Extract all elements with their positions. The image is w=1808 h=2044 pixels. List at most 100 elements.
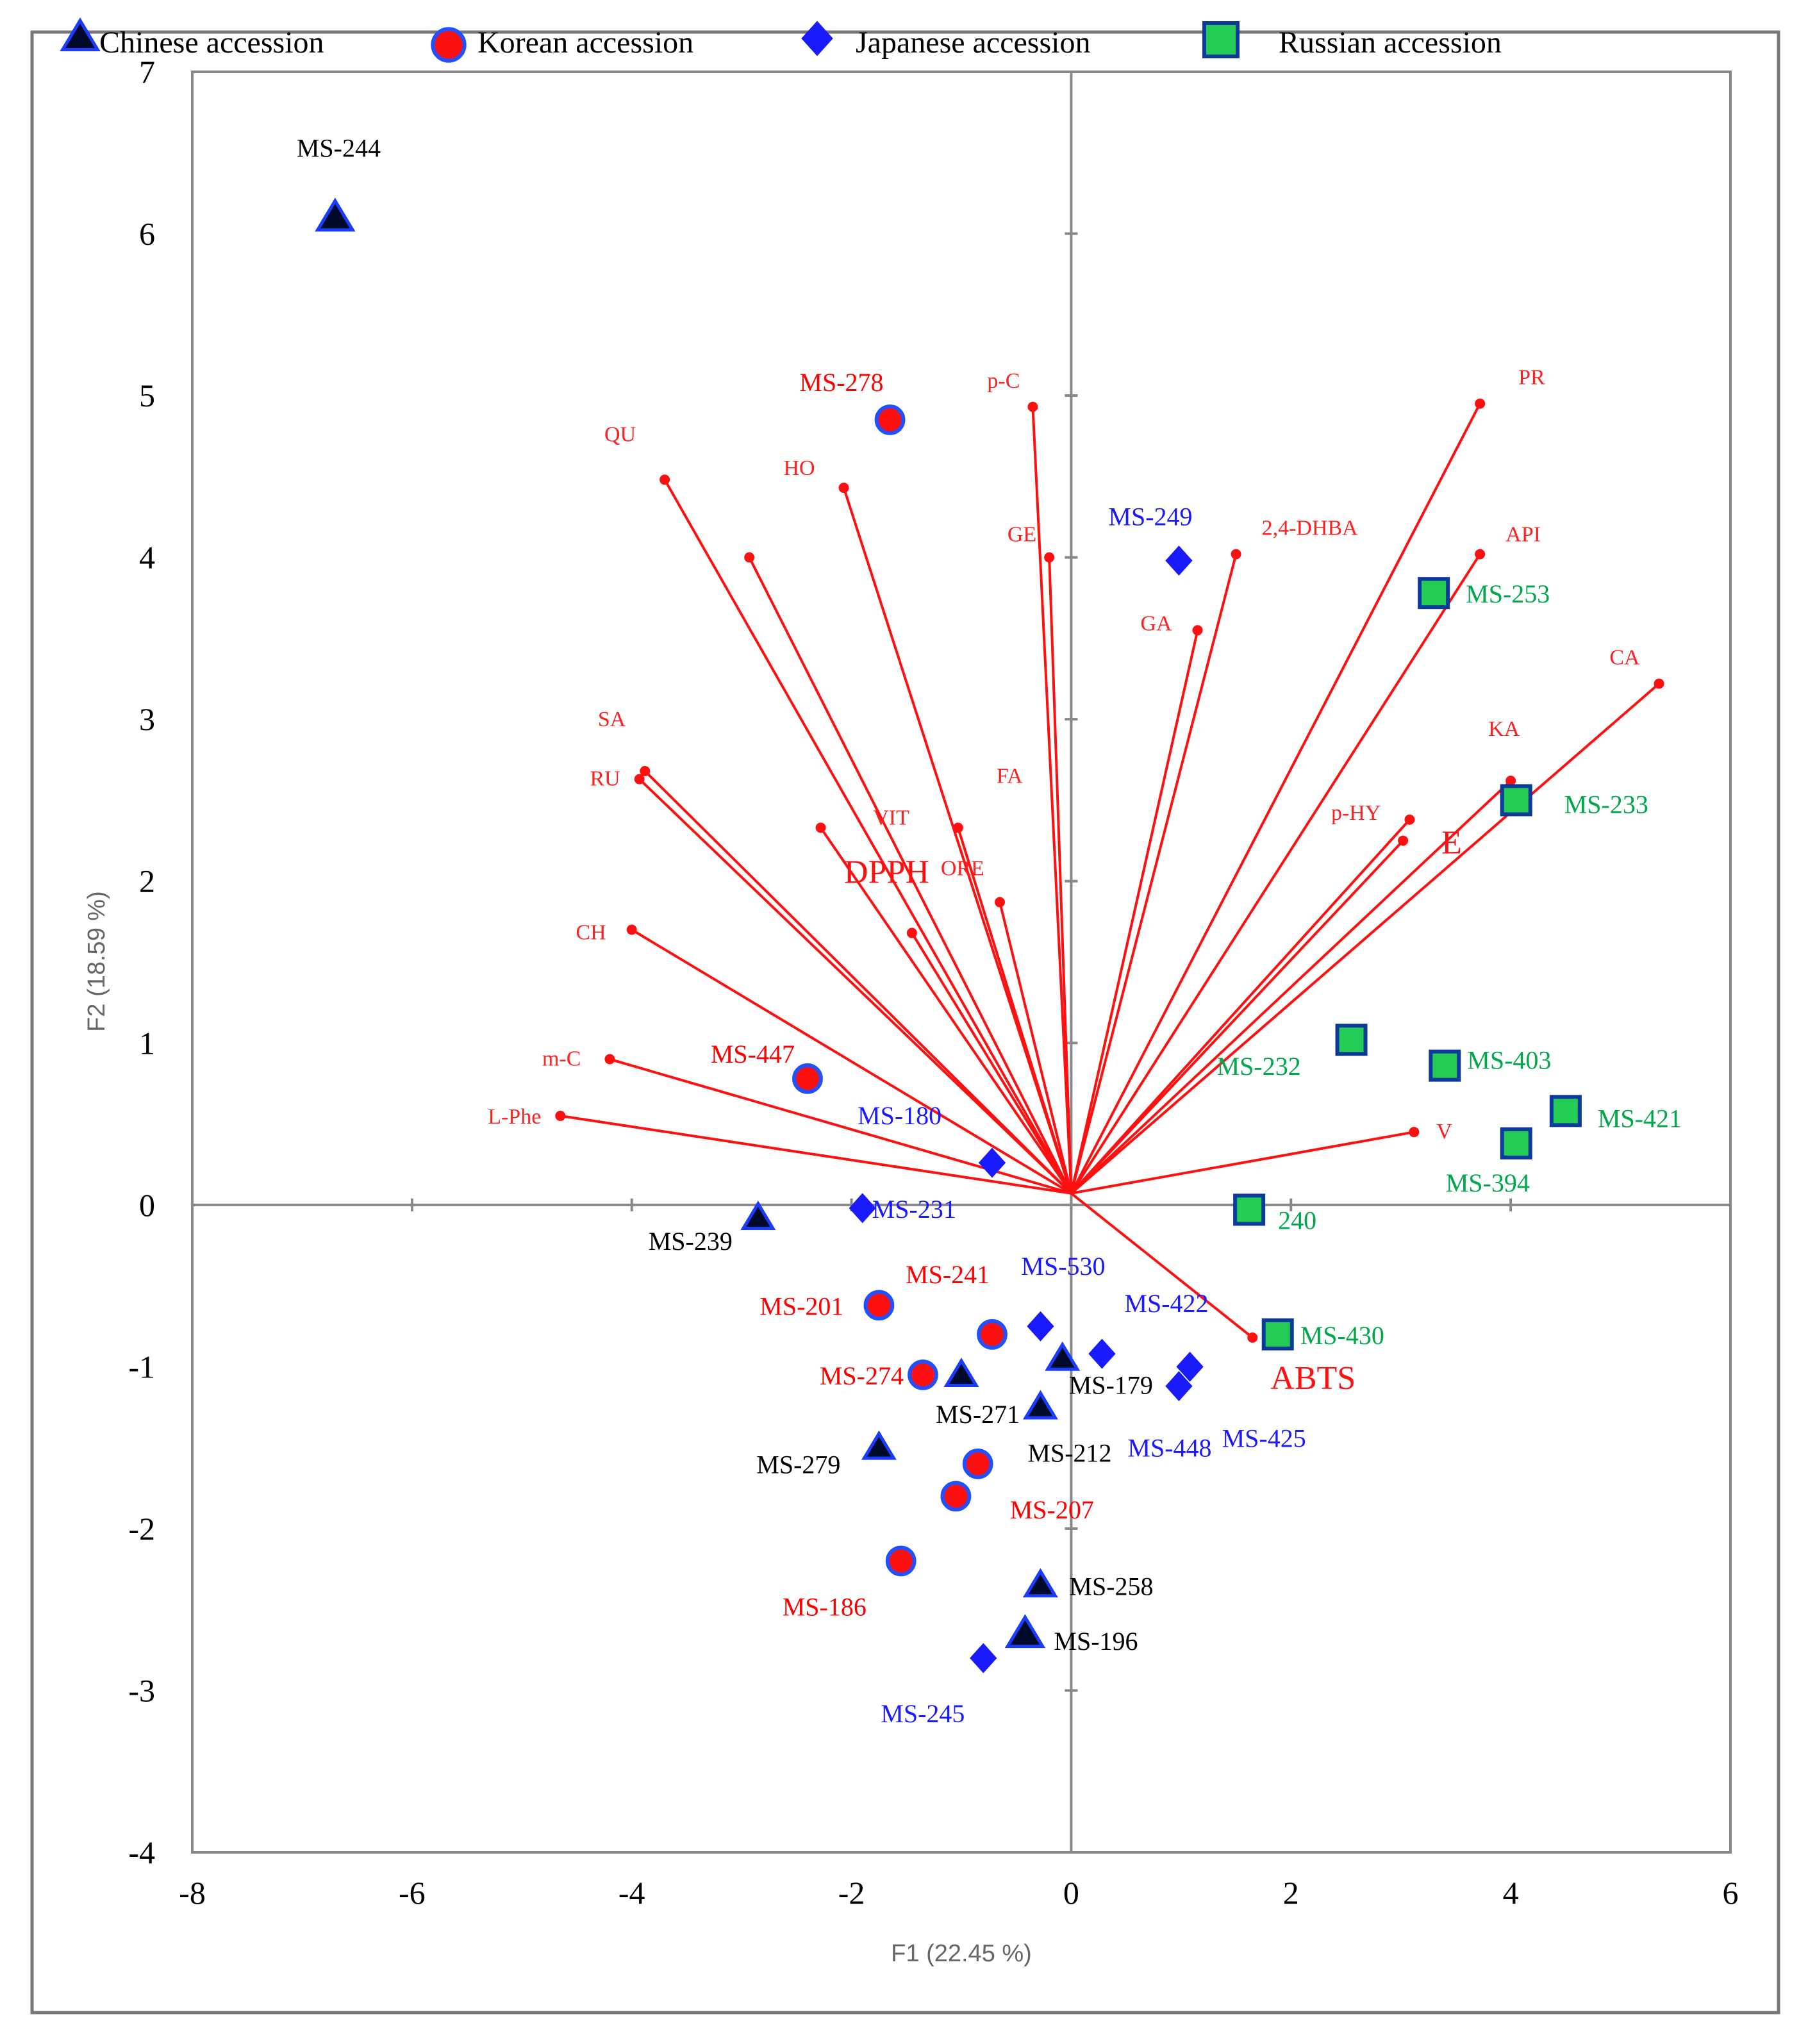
loading-endpoint (1409, 1127, 1420, 1138)
data-point-label: MS-239 (649, 1227, 733, 1256)
data-point-marker (1335, 1024, 1368, 1056)
loading-vector (1070, 818, 1411, 1195)
loading-label: 2,4-DHBA (1262, 517, 1359, 540)
legend-label: Japanese accession (856, 26, 1091, 60)
loading-vector (748, 556, 1073, 1194)
legend-label: Korean accession (477, 26, 693, 60)
data-point-marker (885, 1545, 916, 1577)
y-tick-label: 2 (139, 863, 155, 899)
loading-endpoint (626, 924, 637, 935)
data-point-label: MS-258 (1069, 1572, 1153, 1600)
data-point-label: MS-422 (1124, 1289, 1208, 1318)
loading-vectors: PR API CA KA p-HY E V ABTS 2,4-DHBA GA p-C GE HO QU SA… (488, 366, 1664, 1397)
loading-vector (638, 778, 1072, 1195)
data-point-label: MS-244 (297, 133, 381, 162)
loading-label: CH (576, 920, 606, 944)
loading-label: HO (783, 456, 815, 480)
loading-label: m-C (542, 1047, 581, 1071)
legend-entry: Japanese accession (801, 21, 1091, 60)
loading-label: p-C (987, 369, 1020, 393)
loading-vector (560, 1114, 1072, 1195)
data-point-label: MS-249 (1108, 503, 1192, 531)
data-point-marker (740, 1201, 776, 1231)
loading-vector (1070, 1192, 1254, 1339)
legend-entry: Korean accession (431, 26, 693, 63)
data-point-label: MS-274 (820, 1361, 904, 1390)
series-diamond: MS-249 MS-180 MS-231 MS-530 MS-422 MS-425 MS-4… (849, 503, 1306, 1728)
data-point-label: MS-403 (1467, 1046, 1551, 1075)
data-point-marker (1549, 1095, 1582, 1127)
y-tick-label: -4 (128, 1834, 155, 1870)
legend-label: Chinese accession (99, 26, 324, 60)
loading-label: ABTS (1270, 1360, 1356, 1397)
loading-endpoint (1027, 401, 1038, 412)
loading-vector (1070, 554, 1238, 1194)
loading-label: FA (997, 764, 1023, 788)
data-point-marker (908, 1359, 938, 1390)
data-point-marker (1176, 1351, 1204, 1382)
loading-vector (1070, 840, 1404, 1195)
loading-label: QU (604, 422, 636, 446)
loading-label: L-Phe (488, 1105, 541, 1129)
loading-vector (1070, 683, 1660, 1195)
loading-endpoint (1404, 814, 1415, 825)
y-tick-label: 5 (139, 378, 155, 413)
x-tick-label: 6 (1723, 1875, 1739, 1911)
data-point-label: MS-241 (906, 1260, 990, 1289)
data-point-marker (1004, 1614, 1046, 1649)
loading-endpoint (815, 822, 826, 833)
data-point-label: MS-530 (1021, 1252, 1105, 1281)
loading-vector (1070, 779, 1512, 1195)
y-tick-label: -1 (128, 1349, 155, 1384)
loading-vector (911, 932, 1073, 1194)
y-tick-label: 4 (139, 540, 155, 576)
loading-endpoint (640, 765, 651, 776)
x-axis-title: F1 (22.45 %) (891, 1940, 1032, 1967)
legend-marker (431, 27, 467, 63)
data-point-marker (861, 1430, 897, 1460)
data-point-marker (874, 404, 906, 435)
data-point-label: MS-271 (936, 1400, 1020, 1429)
data-point-label: 240 (1278, 1206, 1316, 1234)
loading-label: p-HY (1331, 801, 1381, 825)
data-point-marker (1027, 1311, 1054, 1342)
loading-endpoint (952, 822, 963, 833)
legend-entry: Russian accession (1202, 21, 1502, 60)
loading-label: VIT (873, 806, 909, 829)
data-points: MS-244MS-239MS-279MS-271MS-212MS-179MS-2… (297, 133, 1682, 1728)
y-tick-label: 1 (139, 1025, 155, 1061)
loading-label: E (1441, 825, 1462, 861)
plot-area (191, 71, 1732, 1854)
loading-endpoint (1398, 835, 1409, 846)
loading-label: GA (1140, 611, 1172, 635)
data-point-marker (1165, 1371, 1193, 1402)
data-point-label: MS-180 (858, 1101, 941, 1130)
data-point-label: MS-186 (783, 1592, 867, 1621)
data-point-marker (1429, 1049, 1461, 1082)
data-point-marker (1418, 577, 1450, 610)
loading-vector (1031, 406, 1073, 1193)
loading-vector (1070, 629, 1199, 1194)
legend-entry: Chinese accession (60, 17, 324, 60)
loading-label: V (1436, 1120, 1452, 1143)
data-point-label: MS-394 (1446, 1168, 1530, 1197)
loading-endpoint (634, 774, 645, 785)
loading-label: PR (1518, 366, 1545, 390)
y-tick-label: 7 (139, 54, 155, 90)
loading-vector (1071, 1131, 1414, 1195)
data-point-label: MS-430 (1300, 1321, 1384, 1350)
data-point-marker (1022, 1390, 1058, 1420)
data-point-marker (970, 1643, 997, 1674)
legend-marker (1202, 21, 1240, 58)
data-point-marker (863, 1290, 895, 1321)
loading-label: ORE (941, 857, 984, 881)
x-tick-label: -4 (618, 1875, 645, 1911)
y-tick-label: 0 (139, 1187, 155, 1223)
loading-endpoint (1475, 549, 1486, 560)
loading-label: GE (1008, 523, 1036, 547)
x-tick-label: -8 (179, 1875, 206, 1911)
loading-endpoint (659, 474, 670, 485)
loading-endpoint (1505, 776, 1516, 786)
y-tick-label: 3 (139, 701, 155, 737)
y-axis-title: F2 (18.59 %) (83, 891, 110, 1032)
